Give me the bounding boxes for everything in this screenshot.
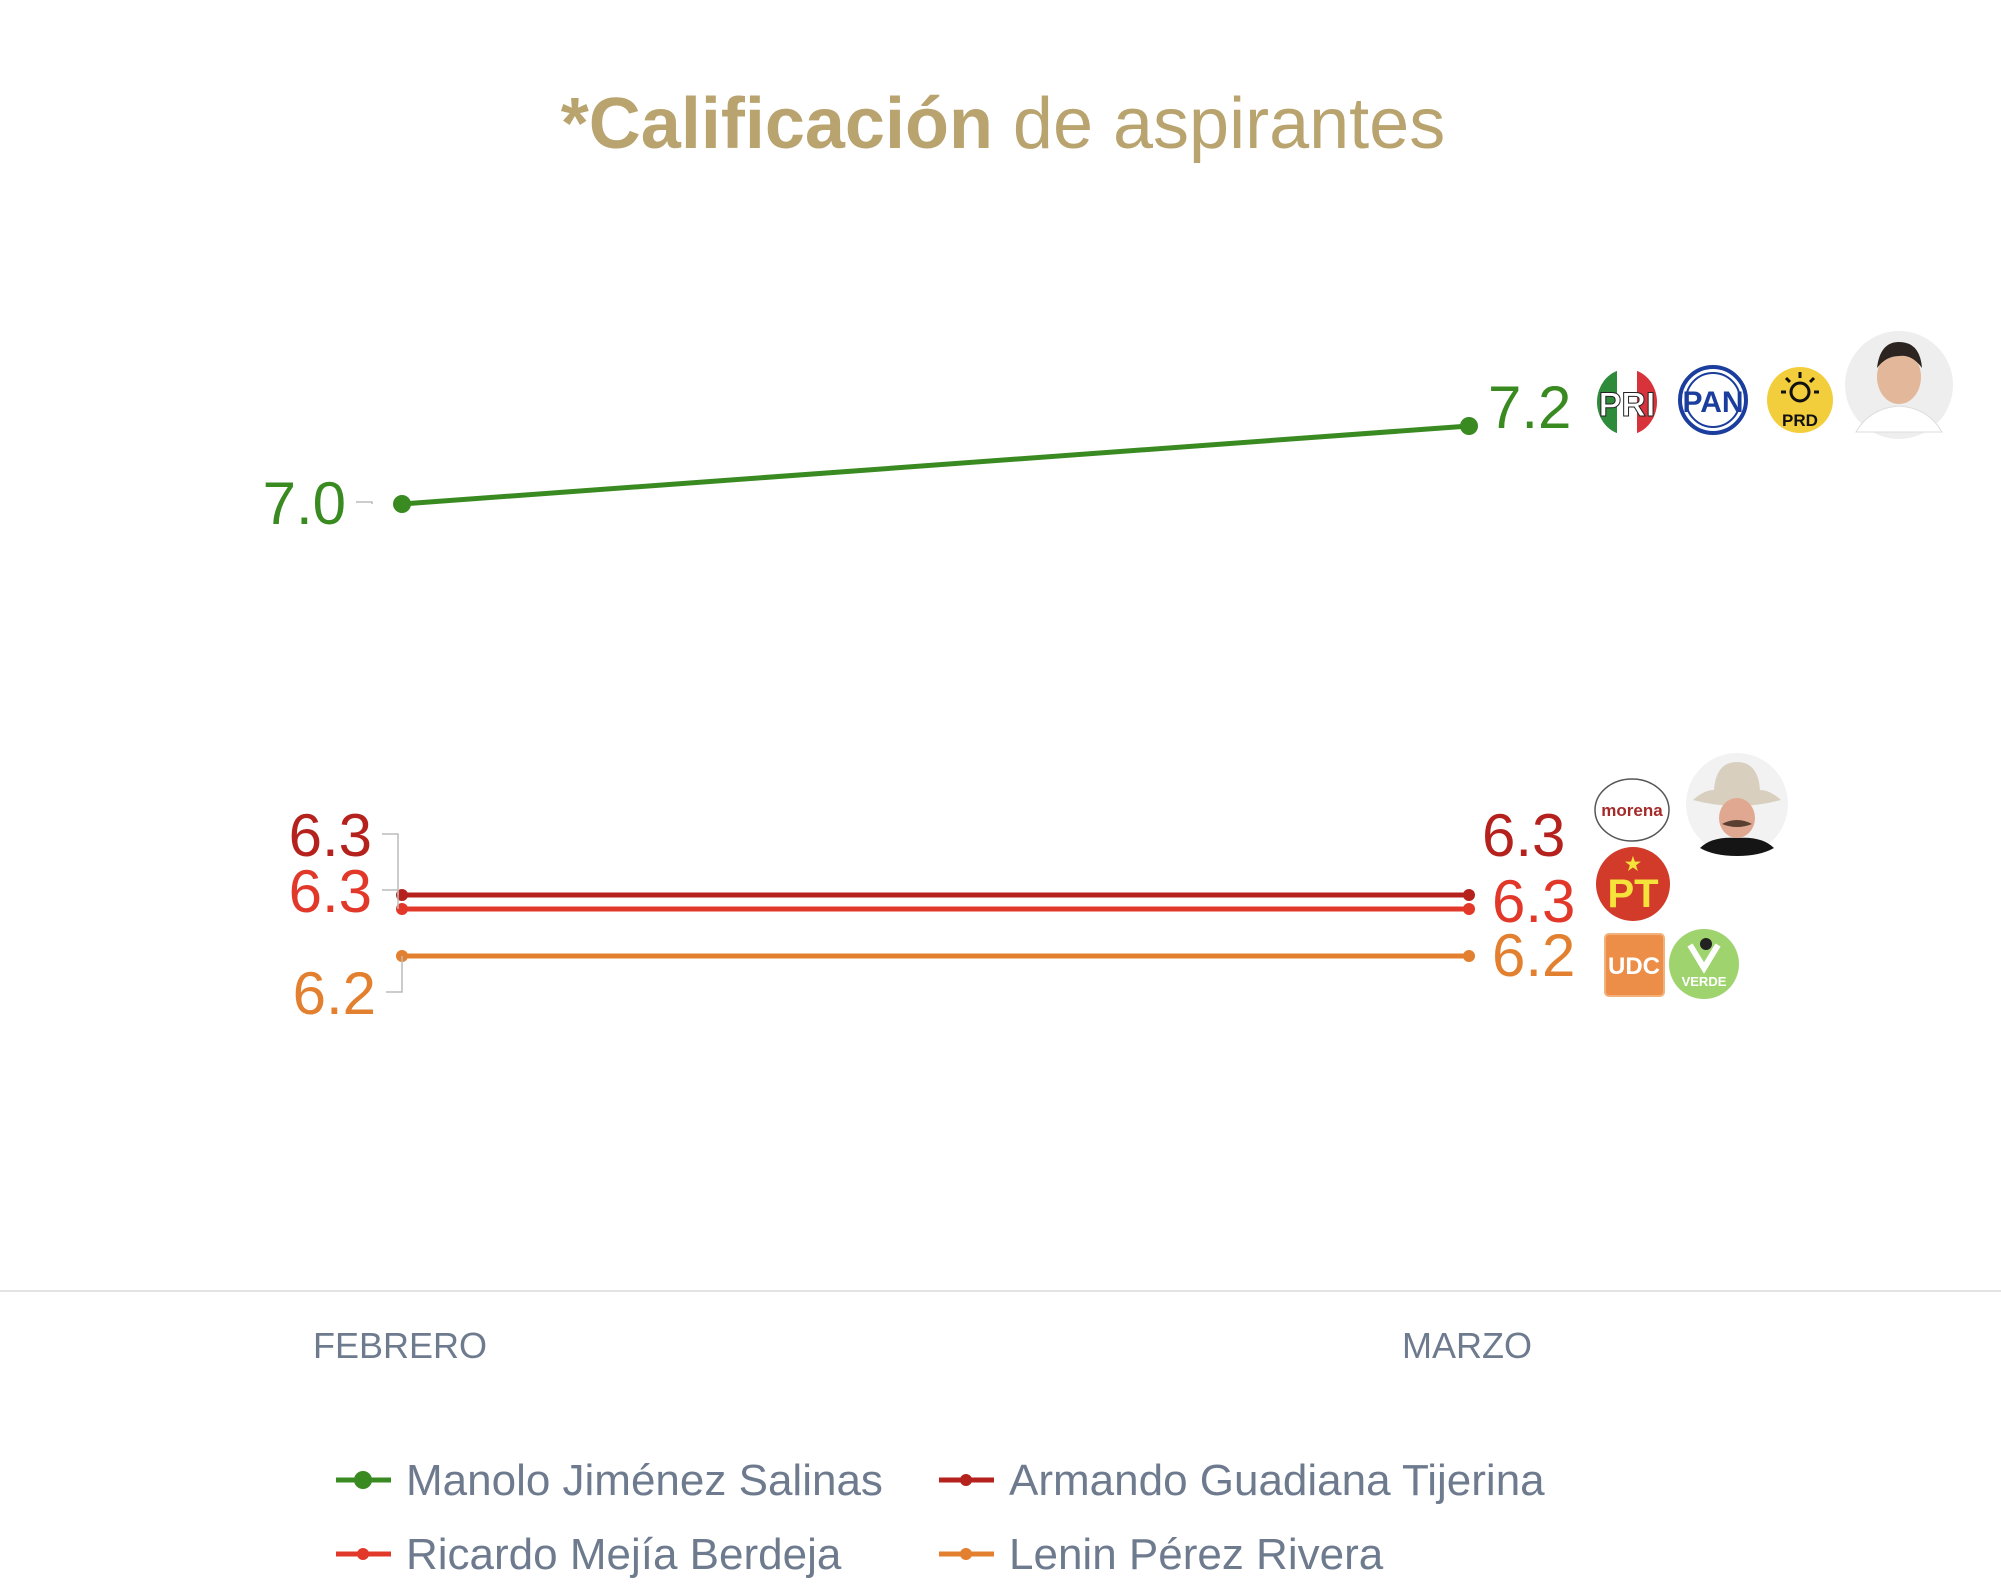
svg-text:PAN: PAN <box>1682 386 1743 419</box>
legend-marker-dot <box>960 1474 972 1486</box>
legend-label: Lenin Pérez Rivera <box>1009 1530 1384 1579</box>
data-label: 7.0 <box>263 470 346 537</box>
svg-text:PRD: PRD <box>1782 411 1818 430</box>
label-connector <box>382 833 399 895</box>
chart-title-bold: *Calificación <box>561 84 993 164</box>
data-label: 6.3 <box>289 802 372 869</box>
data-label: 6.2 <box>293 960 376 1027</box>
prd-logo: PRD <box>1767 367 1833 433</box>
data-point <box>393 495 411 513</box>
svg-text:VERDE: VERDE <box>1682 974 1727 989</box>
manolo-photo <box>1845 331 1953 439</box>
svg-text:PT: PT <box>1607 872 1658 916</box>
pan-logo: PAN <box>1678 365 1748 435</box>
data-label: 6.2 <box>1492 922 1575 989</box>
legend-item: Armando Guadiana Tijerina <box>939 1456 1545 1505</box>
chart-title: *Calificación de aspirantes <box>561 84 1445 164</box>
label-connector <box>382 889 399 909</box>
data-label: 6.3 <box>289 858 372 925</box>
data-point <box>1460 417 1478 435</box>
udc-logo: UDC <box>1604 933 1665 997</box>
x-tick-label: FEBRERO <box>313 1325 487 1366</box>
legend: Manolo Jiménez Salinas Armando Guadiana T… <box>336 1456 1545 1579</box>
legend-marker-dot <box>354 1471 372 1489</box>
legend-item: Ricardo Mejía Berdeja <box>336 1530 842 1579</box>
data-point <box>1463 903 1475 915</box>
legend-label: Manolo Jiménez Salinas <box>406 1456 883 1505</box>
verde-logo: VERDE <box>1669 929 1739 999</box>
legend-item: Manolo Jiménez Salinas <box>336 1456 883 1505</box>
data-label: 7.2 <box>1488 374 1571 441</box>
data-label: 6.3 <box>1482 802 1565 869</box>
morena-logo: morena <box>1594 778 1670 842</box>
svg-text:PRI: PRI <box>1599 386 1656 424</box>
label-connector <box>356 501 373 504</box>
data-point <box>1463 950 1475 962</box>
data-point <box>396 903 408 915</box>
svg-text:UDC: UDC <box>1608 953 1660 980</box>
data-point <box>396 889 408 901</box>
legend-label: Ricardo Mejía Berdeja <box>406 1530 842 1579</box>
pri-logo: PRI <box>1597 369 1657 435</box>
armando-photo <box>1686 753 1788 856</box>
legend-label: Armando Guadiana Tijerina <box>1009 1456 1545 1505</box>
chart-title-rest: de aspirantes <box>993 84 1445 164</box>
data-label: 6.3 <box>1492 868 1575 935</box>
svg-text:★: ★ <box>1625 854 1642 874</box>
series-line-0 <box>401 423 1470 507</box>
data-point <box>1463 889 1475 901</box>
legend-item: Lenin Pérez Rivera <box>939 1530 1384 1579</box>
label-connector <box>386 956 403 993</box>
pt-logo: ★ PT <box>1596 847 1670 921</box>
x-tick-label: MARZO <box>1402 1325 1532 1366</box>
svg-text:morena: morena <box>1601 801 1663 820</box>
legend-marker-dot <box>960 1548 972 1560</box>
legend-marker-dot <box>357 1548 369 1560</box>
